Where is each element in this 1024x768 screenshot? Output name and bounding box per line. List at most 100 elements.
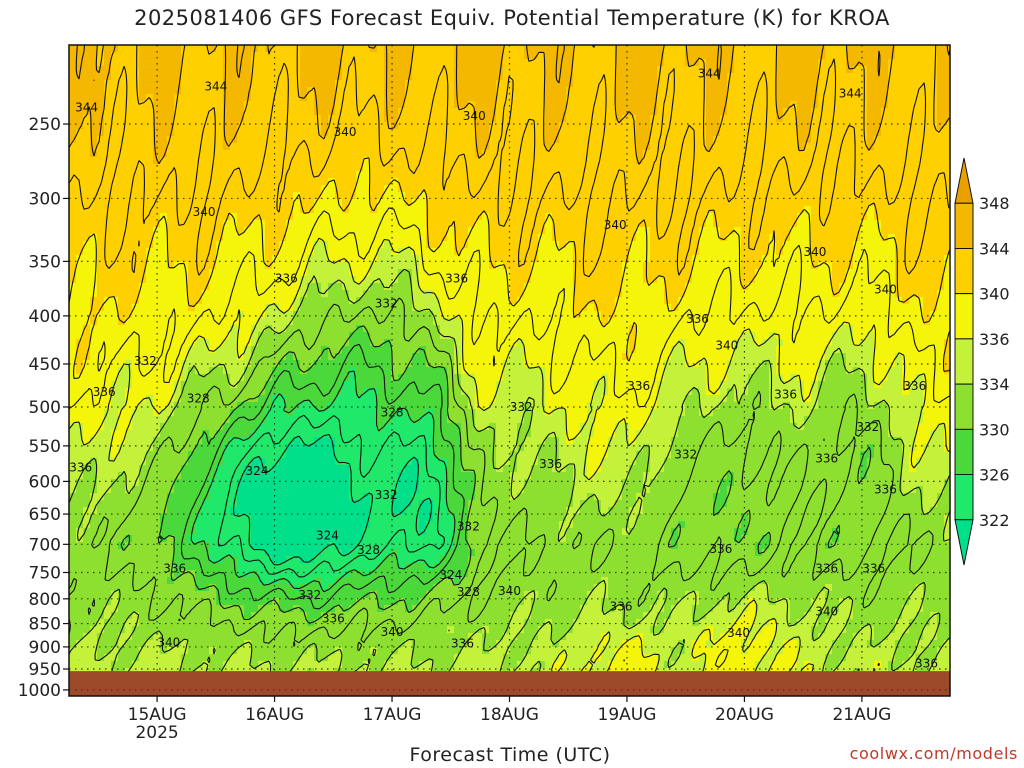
field-cell [419, 577, 427, 585]
field-cell [209, 290, 217, 298]
field-cell [244, 80, 252, 88]
field-cell [335, 423, 343, 431]
field-cell [251, 598, 259, 606]
field-cell [440, 472, 448, 480]
field-cell [433, 45, 441, 53]
field-cell [321, 360, 329, 368]
field-cell [251, 381, 259, 389]
field-cell [279, 318, 287, 326]
field-cell [76, 626, 84, 634]
field-cell [118, 388, 126, 396]
field-cell [251, 584, 259, 592]
field-cell [209, 283, 217, 291]
field-cell [146, 507, 154, 515]
field-cell [314, 213, 322, 221]
field-cell [209, 332, 217, 340]
field-cell [314, 458, 322, 466]
field-cell [335, 52, 343, 60]
field-cell [237, 521, 245, 529]
field-cell [167, 626, 175, 634]
field-cell [265, 486, 273, 494]
field-cell [412, 115, 420, 123]
field-cell [111, 374, 119, 382]
field-cell [230, 255, 238, 263]
field-cell [216, 367, 224, 375]
field-cell [440, 269, 448, 277]
field-cell [237, 549, 245, 557]
field-cell [76, 213, 84, 221]
field-cell [328, 549, 336, 557]
field-cell [69, 360, 77, 368]
field-cell [160, 360, 168, 368]
field-cell [398, 640, 406, 648]
field-cell [97, 171, 105, 179]
field-cell [265, 591, 273, 599]
field-cell [314, 59, 322, 67]
field-cell [104, 542, 112, 550]
field-cell [370, 269, 378, 277]
field-cell [83, 465, 91, 473]
field-cell [181, 605, 189, 613]
field-cell [153, 178, 161, 186]
field-cell [83, 570, 91, 578]
field-cell [146, 626, 154, 634]
field-cell [370, 94, 378, 102]
field-cell [321, 255, 329, 263]
field-cell [433, 416, 441, 424]
field-cell [412, 304, 420, 312]
field-cell [293, 227, 301, 235]
field-cell [195, 458, 203, 466]
field-cell [405, 612, 413, 620]
field-cell [440, 192, 448, 200]
field-cell [125, 416, 133, 424]
field-cell [356, 143, 364, 151]
field-cell [139, 465, 147, 473]
field-cell [272, 318, 280, 326]
field-cell [223, 136, 231, 144]
field-cell [265, 500, 273, 508]
field-cell [279, 311, 287, 319]
field-cell [349, 269, 357, 277]
field-cell [160, 430, 168, 438]
field-cell [356, 108, 364, 116]
field-cell [314, 535, 322, 543]
field-cell [167, 150, 175, 158]
field-cell [181, 486, 189, 494]
field-cell [314, 346, 322, 354]
field-cell [307, 549, 315, 557]
field-cell [426, 346, 434, 354]
field-cell [314, 479, 322, 487]
field-cell [286, 598, 294, 606]
field-cell [440, 451, 448, 459]
field-cell [223, 66, 231, 74]
field-cell [244, 654, 252, 662]
field-cell [188, 612, 196, 620]
field-cell [69, 605, 77, 613]
field-cell [202, 374, 210, 382]
field-cell [279, 507, 287, 515]
field-cell [223, 269, 231, 277]
field-cell [132, 528, 140, 536]
field-cell [335, 262, 343, 270]
field-cell [97, 444, 105, 452]
field-cell [377, 59, 385, 67]
field-cell [279, 304, 287, 312]
field-cell [363, 500, 371, 508]
field-cell [244, 591, 252, 599]
field-cell [230, 311, 238, 319]
field-cell [132, 122, 140, 130]
field-cell [335, 248, 343, 256]
field-cell [419, 332, 427, 340]
field-cell [377, 647, 385, 655]
field-cell [132, 73, 140, 81]
field-cell [335, 640, 343, 648]
field-cell [356, 276, 364, 284]
field-cell [146, 150, 154, 158]
field-cell [300, 661, 308, 669]
field-cell [146, 108, 154, 116]
field-cell [237, 500, 245, 508]
field-cell [188, 423, 196, 431]
field-cell [405, 276, 413, 284]
field-cell [391, 528, 399, 536]
field-cell [405, 262, 413, 270]
